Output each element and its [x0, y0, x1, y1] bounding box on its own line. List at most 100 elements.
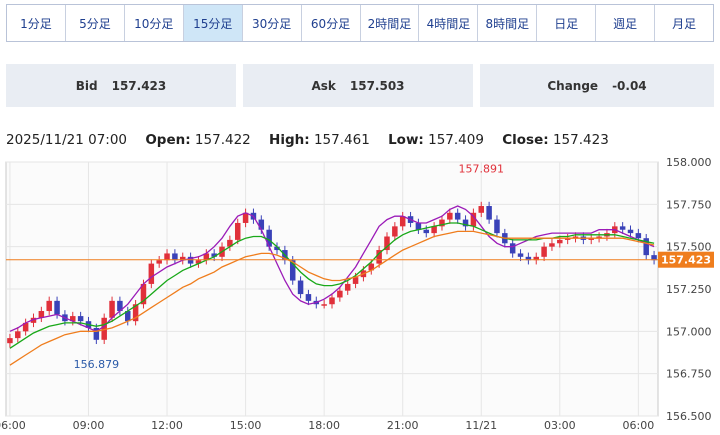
candle-body — [132, 304, 139, 322]
candle-body — [203, 253, 210, 261]
candle-body — [70, 316, 76, 322]
tab-timeframe-10[interactable]: 週足 — [596, 5, 656, 41]
candle-body — [54, 300, 60, 315]
annotation-label: 157.891 — [459, 162, 505, 175]
bid-box: Bid 157.423 — [6, 64, 236, 107]
candle-body — [572, 236, 579, 239]
x-tick-label: 21:00 — [387, 419, 419, 432]
candle-body — [242, 212, 249, 223]
candle-body — [109, 300, 115, 318]
x-tick-label: 06:00 — [0, 419, 26, 432]
tab-timeframe-1[interactable]: 5分足 — [66, 5, 125, 41]
x-tick-label: 03:00 — [544, 419, 576, 432]
high-label: High: — [269, 132, 310, 148]
candle-body — [619, 226, 626, 230]
candle-body — [627, 229, 634, 234]
tab-timeframe-9[interactable]: 日足 — [537, 5, 597, 41]
candle-body — [392, 226, 398, 237]
candle-body — [38, 311, 45, 318]
ma-line-3 — [9, 230, 655, 366]
annotation-label: 156.879 — [74, 358, 120, 371]
candle-body — [187, 256, 194, 264]
candle-body — [211, 253, 217, 257]
candle-body — [525, 256, 532, 261]
candle-body — [486, 206, 492, 220]
candle-body — [234, 222, 241, 240]
ask-box: Ask 157.503 — [243, 64, 473, 107]
low-value: 157.409 — [428, 132, 484, 148]
candle-body — [297, 280, 304, 295]
candle-body — [447, 212, 453, 220]
current-price-tag — [658, 251, 714, 268]
candle-body — [93, 327, 100, 340]
candle-body — [227, 239, 233, 247]
open-label: Open: — [145, 132, 191, 148]
x-tick-label: 06:00 — [623, 419, 655, 432]
candle-body — [164, 253, 170, 261]
current-price-label: 157.423 — [661, 254, 711, 267]
change-value: -0.04 — [612, 78, 647, 93]
candle-body — [368, 263, 375, 271]
tab-timeframe-2[interactable]: 10分足 — [125, 5, 184, 41]
tab-timeframe-6[interactable]: 2時間足 — [361, 5, 420, 41]
y-tick-label: 157.750 — [666, 198, 712, 211]
x-tick-label: 09:00 — [73, 419, 105, 432]
tab-timeframe-3[interactable]: 15分足 — [183, 5, 243, 41]
price-chart[interactable]: 158.000 157.750 157.500 157.250 157.000 156.7… — [0, 150, 720, 435]
close-value: 157.423 — [552, 132, 609, 148]
candle-body — [46, 300, 52, 312]
candle-body — [596, 236, 602, 239]
candle-body — [643, 238, 649, 256]
y-tick-label: 157.250 — [666, 283, 712, 296]
candle-body — [179, 256, 186, 261]
candle-body — [651, 255, 657, 261]
tab-timeframe-8[interactable]: 8時間足 — [478, 5, 538, 41]
timeframe-tabs: 1分足 5分足 10分足 15分足 30分足 60分足 2時間足 4時間足 8時間足 日足 週足 月足 — [6, 4, 714, 42]
candle-body — [7, 338, 13, 344]
candle-body — [470, 212, 477, 227]
ohlc-datetime: 2025/11/21 07:00 — [6, 132, 128, 148]
candle-body — [509, 243, 516, 254]
candle-body — [549, 243, 555, 247]
candle-body — [541, 246, 547, 257]
candle-body — [533, 256, 539, 261]
y-tick-label: 158.000 — [666, 156, 712, 169]
tab-timeframe-4[interactable]: 30分足 — [243, 5, 302, 41]
candle-body — [399, 216, 406, 227]
candle-body — [439, 219, 445, 227]
candle-body — [266, 229, 272, 247]
candle-body — [125, 311, 131, 322]
candle-body — [517, 253, 524, 257]
ask-label: Ask — [311, 78, 336, 93]
candle-body — [454, 212, 461, 220]
candle-body — [274, 246, 280, 251]
close-label: Close: — [502, 132, 549, 148]
candle-body — [588, 238, 594, 240]
tab-timeframe-11[interactable]: 月足 — [672, 16, 697, 31]
tab-timeframe-5[interactable]: 60分足 — [302, 5, 361, 41]
candle-body — [376, 250, 382, 264]
x-tick-label: 15:00 — [230, 419, 262, 432]
y-tick-label: 157.000 — [666, 325, 712, 338]
candle-body — [344, 283, 351, 291]
candle-body — [329, 297, 335, 305]
candle-body — [140, 283, 147, 305]
candle-body — [557, 239, 563, 244]
candle-body — [101, 317, 107, 340]
candle-body — [352, 277, 359, 284]
candle-body — [415, 222, 422, 230]
candle-body — [289, 260, 296, 281]
ohlc-bar: 2025/11/21 07:00 Open: 157.422 High: 157… — [6, 132, 609, 148]
candle-body — [462, 219, 469, 227]
candle-body — [423, 229, 430, 234]
ask-value: 157.503 — [349, 78, 405, 93]
tab-timeframe-0[interactable]: 1分足 — [7, 5, 66, 41]
tab-timeframe-7[interactable]: 4時間足 — [419, 5, 479, 41]
bid-value: 157.423 — [111, 78, 167, 93]
high-value: 157.461 — [313, 132, 370, 148]
change-label: Change — [547, 78, 599, 93]
candle-body — [30, 317, 37, 323]
candle-body — [494, 219, 500, 234]
candle-body — [172, 253, 178, 261]
change-box: Change -0.04 — [480, 64, 714, 107]
